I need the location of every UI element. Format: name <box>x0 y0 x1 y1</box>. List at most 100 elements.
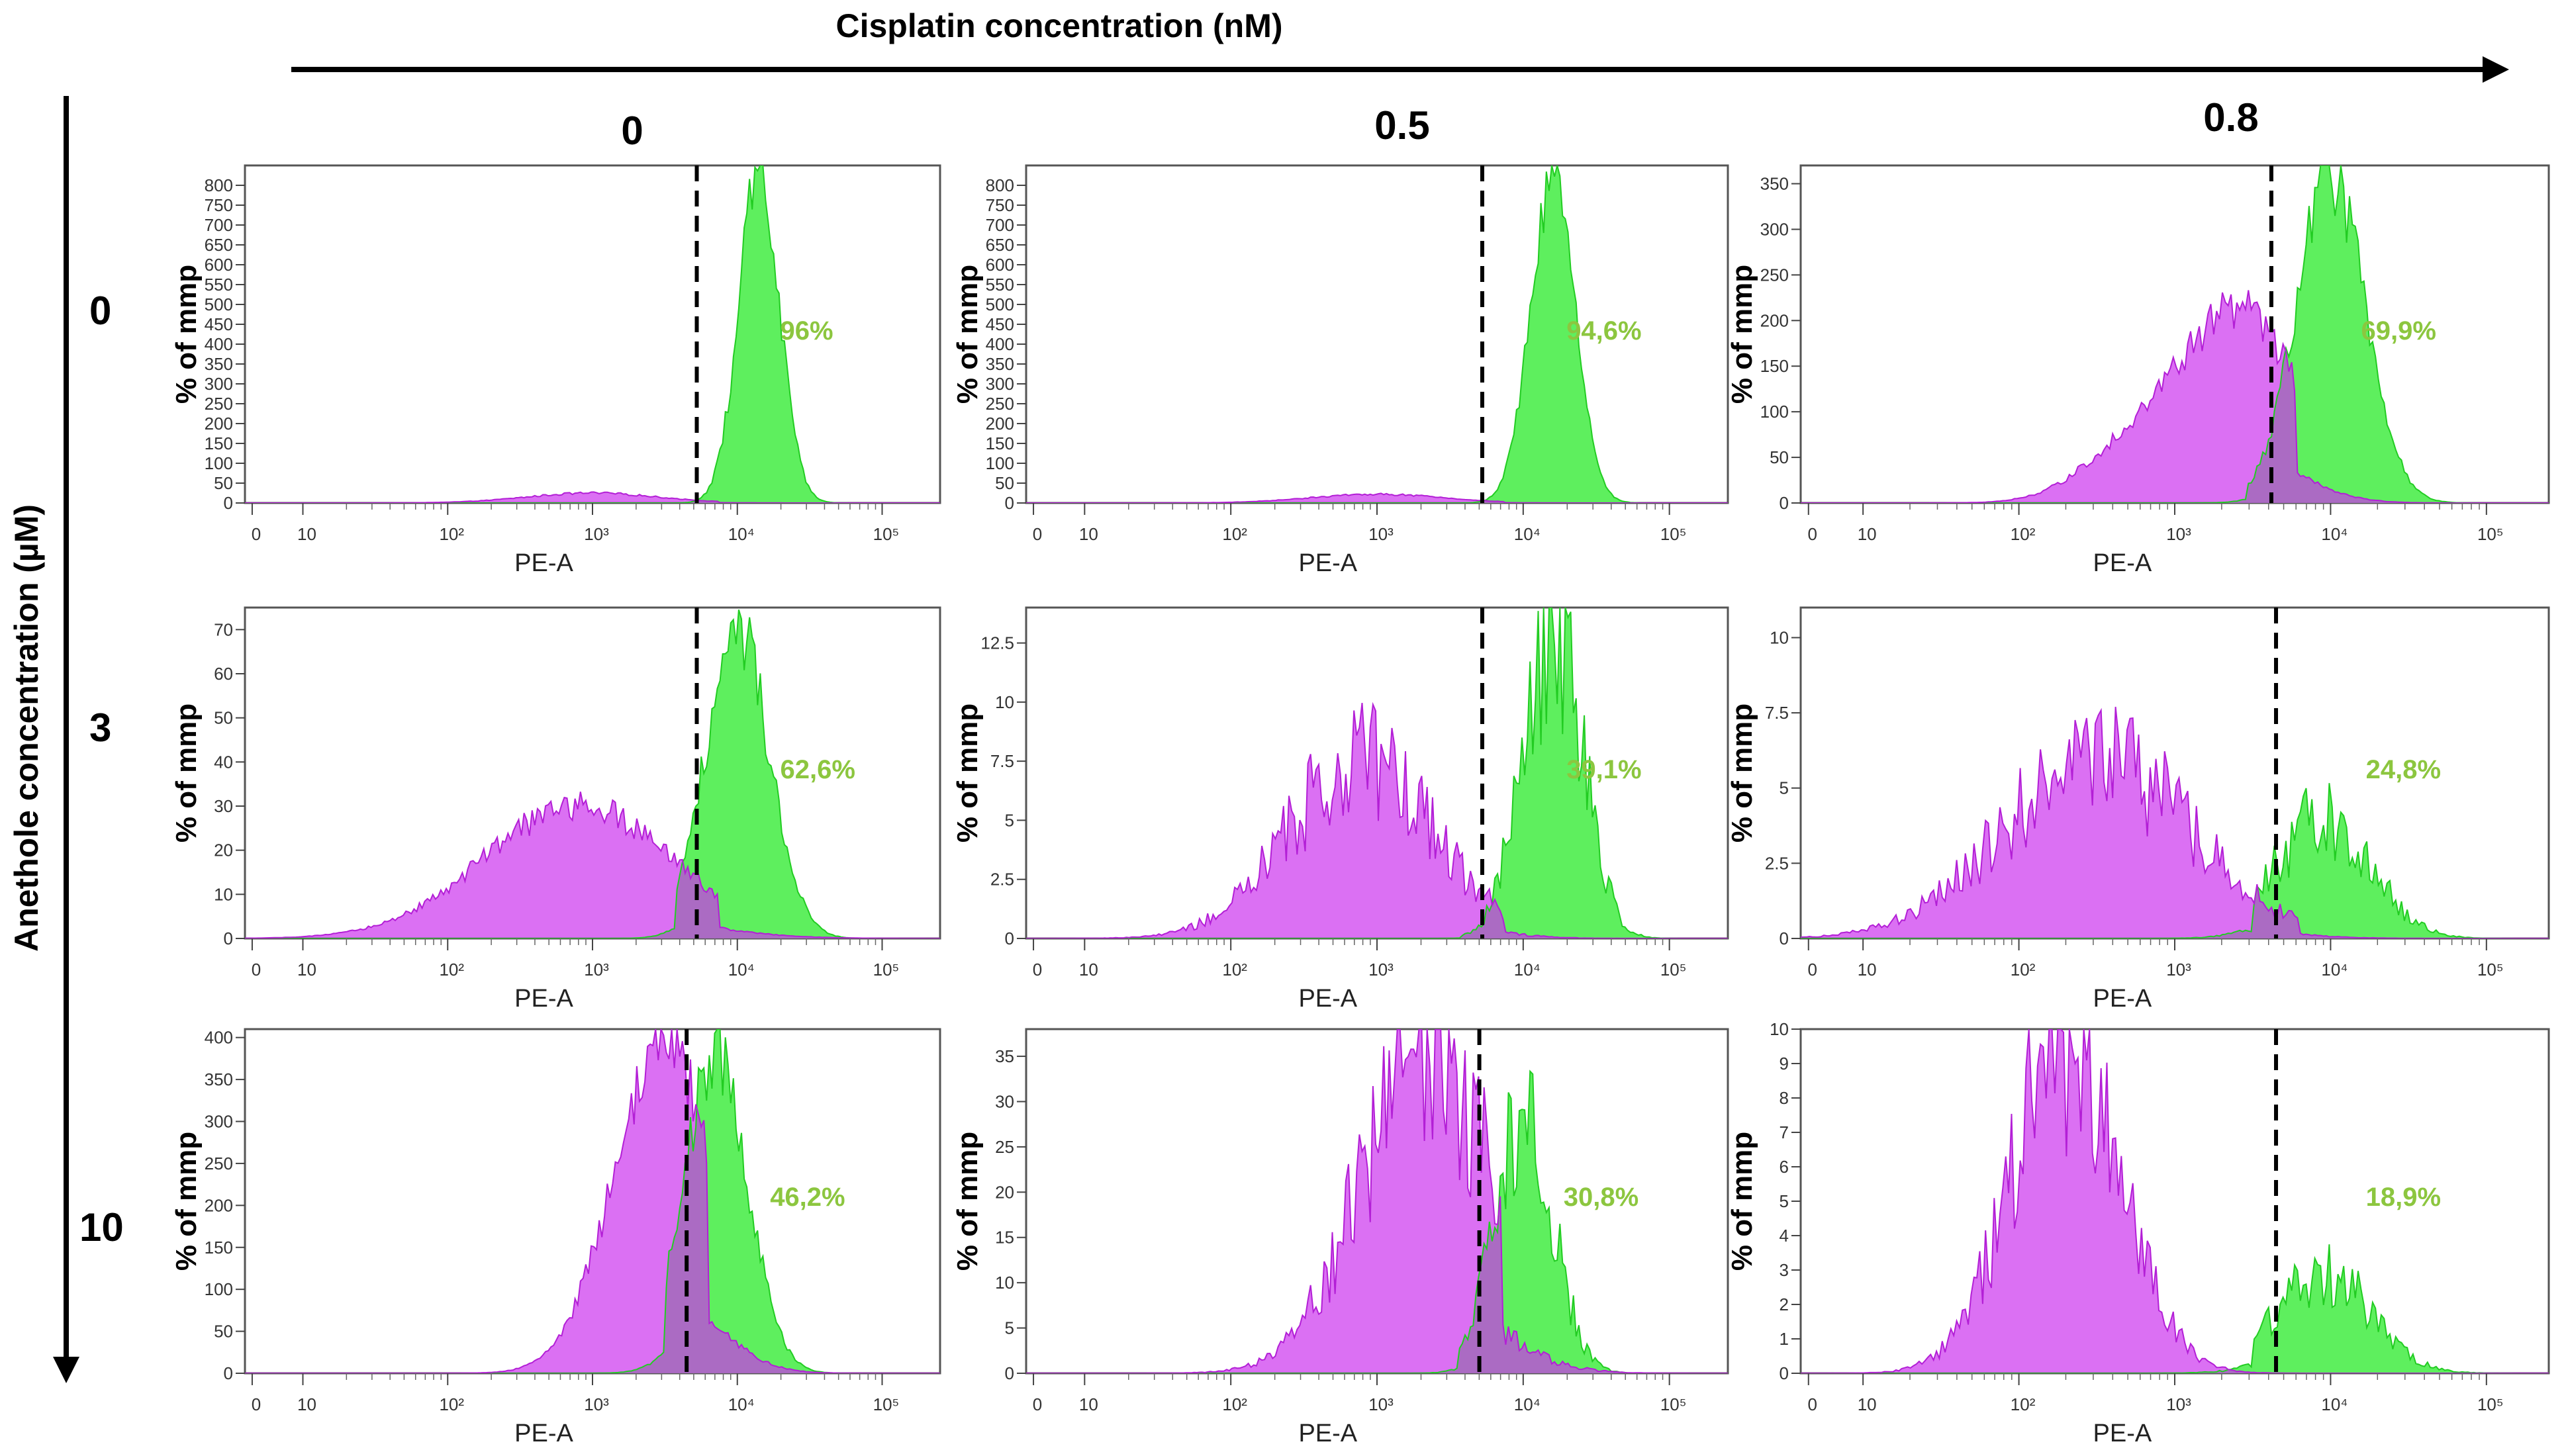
histogram-panel: 0 50 100 150 200 250 300 350 400 0 10 10² 10³ 10⁴ 10⁵%… <box>166 1028 953 1456</box>
y-axis-label: % of mmp <box>951 1131 984 1271</box>
x-axis-label: PE-A <box>514 985 573 1013</box>
x-tick-label: 10⁴ <box>1514 960 1541 979</box>
y-axis-label: % of mmp <box>951 264 984 404</box>
y-tick-label: 40 <box>214 752 233 772</box>
y-tick-label: 350 <box>205 354 233 374</box>
positive-series-line <box>245 610 940 938</box>
x-tick-label: 10⁵ <box>873 524 900 544</box>
y-tick-label: 70 <box>214 619 233 639</box>
y-tick-label: 30 <box>995 1091 1014 1111</box>
x-axis-label: PE-A <box>2093 1420 2152 1447</box>
x-tick-label: 0 <box>252 524 261 544</box>
histogram-panel: 0 5 10 15 20 25 30 35 0 10 10² 10³ 10⁴ 10⁵ % of mmp PE-… <box>947 1028 1741 1456</box>
x-tick-label: 0 <box>1808 960 1817 979</box>
x-tick-label: 10⁵ <box>2477 524 2504 544</box>
y-tick-label: 200 <box>205 1195 233 1215</box>
negative-series-line <box>245 792 940 938</box>
y-tick-label: 35 <box>995 1046 1014 1066</box>
y-tick-label: 400 <box>205 334 233 354</box>
percent-positive-label: 94,6% <box>1566 316 1642 345</box>
percent-positive-label: 18,9% <box>2365 1183 2442 1212</box>
y-tick-label: 10 <box>995 1273 1014 1293</box>
y-tick-label: 150 <box>205 433 233 453</box>
x-tick-label: 10⁵ <box>1660 524 1687 544</box>
y-axis-label: % of mmp <box>170 264 203 404</box>
x-tick-label: 10⁴ <box>728 524 755 544</box>
negative-series-area <box>245 792 940 938</box>
x-axis-title: Cisplatin concentration (nM) <box>835 7 1283 44</box>
y-tick-label: 750 <box>205 195 233 215</box>
histogram-series-group <box>245 1029 940 1373</box>
x-tick-label: 10⁴ <box>1514 524 1541 544</box>
row-title-1: 3 <box>89 705 112 750</box>
y-tick-label: 300 <box>205 1112 233 1132</box>
row-title-2: 10 <box>79 1205 124 1250</box>
y-tick-label: 300 <box>205 374 233 394</box>
x-tick-label: 10 <box>1079 960 1098 979</box>
y-tick-label: 5 <box>1780 1191 1789 1211</box>
y-tick-label: 650 <box>205 235 233 255</box>
x-tick-label: 10² <box>1222 1394 1247 1414</box>
x-axis-label: PE-A <box>514 549 573 577</box>
y-tick-label: 100 <box>205 1279 233 1299</box>
y-tick-label: 350 <box>986 354 1014 374</box>
negative-series-area <box>1026 1029 1728 1373</box>
y-tick-label: 350 <box>1760 174 1789 194</box>
y-tick-label: 10 <box>995 692 1014 712</box>
y-tick-label: 150 <box>205 1238 233 1257</box>
y-tick-label: 0 <box>1780 1363 1789 1383</box>
y-tick-label: 50 <box>995 473 1014 493</box>
x-tick-label: 10² <box>439 1394 464 1414</box>
x-arrow-head <box>2483 56 2509 83</box>
y-tick-label: 0 <box>1005 493 1014 513</box>
x-tick-label: 10³ <box>1368 524 1394 544</box>
histogram-svg: 0501001502002503003504004505005506006507… <box>986 164 1729 544</box>
histogram-series-group <box>1026 165 1728 503</box>
x-tick-label: 0 <box>1033 1394 1042 1414</box>
y-tick-label: 5 <box>1780 778 1789 798</box>
y-tick-label: 500 <box>986 295 1014 314</box>
x-tick-label: 10 <box>1079 524 1098 544</box>
y-tick-label: 500 <box>205 295 233 314</box>
positive-series-line <box>245 165 940 503</box>
y-axis-label: % of mmp <box>1726 1131 1758 1271</box>
negative-series-area <box>1801 707 2549 938</box>
positive-series-line <box>1801 165 2549 503</box>
histogram-panel: 0 50 100 150 200 250 300 350 0 10 10² 10³ 10⁴ 10⁵ % of… <box>1721 164 2562 589</box>
x-tick-label: 0 <box>252 960 261 979</box>
x-axis-label: PE-A <box>1298 1420 1358 1447</box>
negative-series-line <box>1801 706 2549 938</box>
y-tick-label: 100 <box>1760 402 1789 422</box>
x-tick-label: 10² <box>2011 524 2036 544</box>
x-tick-label: 10² <box>439 960 464 979</box>
y-tick-label: 1 <box>1780 1329 1789 1349</box>
y-tick-label: 3 <box>1780 1260 1789 1280</box>
positive-series-line <box>1801 783 2549 938</box>
negative-series-line <box>1026 492 1728 503</box>
histogram-panel: 0 2.5 5 7.5 10 12.5 0 10 10² 10³ 10⁴ 10⁵ % of mmp PE-… <box>947 606 1741 1024</box>
y-tick-label: 15 <box>995 1228 1014 1248</box>
x-tick-label: 0 <box>1033 524 1042 544</box>
y-tick-label: 5 <box>1005 810 1014 830</box>
histogram-series-group <box>245 610 940 938</box>
y-tick-label: 6 <box>1780 1157 1789 1177</box>
positive-series-area <box>1026 165 1728 503</box>
histogram-svg: 0 10 20 30 40 50 60 70 0 10 10² 10³ 10⁴ 10⁵ <box>214 606 941 979</box>
positive-series-line <box>1026 608 1728 938</box>
plot-frame <box>244 164 941 504</box>
x-tick-label: 10⁴ <box>728 960 755 979</box>
y-tick-label: 800 <box>205 175 233 195</box>
x-tick-label: 0 <box>1033 960 1042 979</box>
positive-series-area <box>245 165 940 503</box>
positive-series-line <box>1026 165 1728 503</box>
negative-series-line <box>1801 290 2549 503</box>
positive-series-line <box>1801 1244 2549 1373</box>
y-tick-label: 20 <box>214 841 233 860</box>
y-tick-label: 200 <box>1760 310 1789 330</box>
x-tick-label: 10⁵ <box>1660 960 1687 979</box>
column-title-1: 0.5 <box>1374 103 1430 148</box>
percent-positive-label: 69,9% <box>2361 316 2436 345</box>
y-tick-label: 550 <box>986 275 1014 295</box>
y-tick-label: 0 <box>1780 929 1789 948</box>
